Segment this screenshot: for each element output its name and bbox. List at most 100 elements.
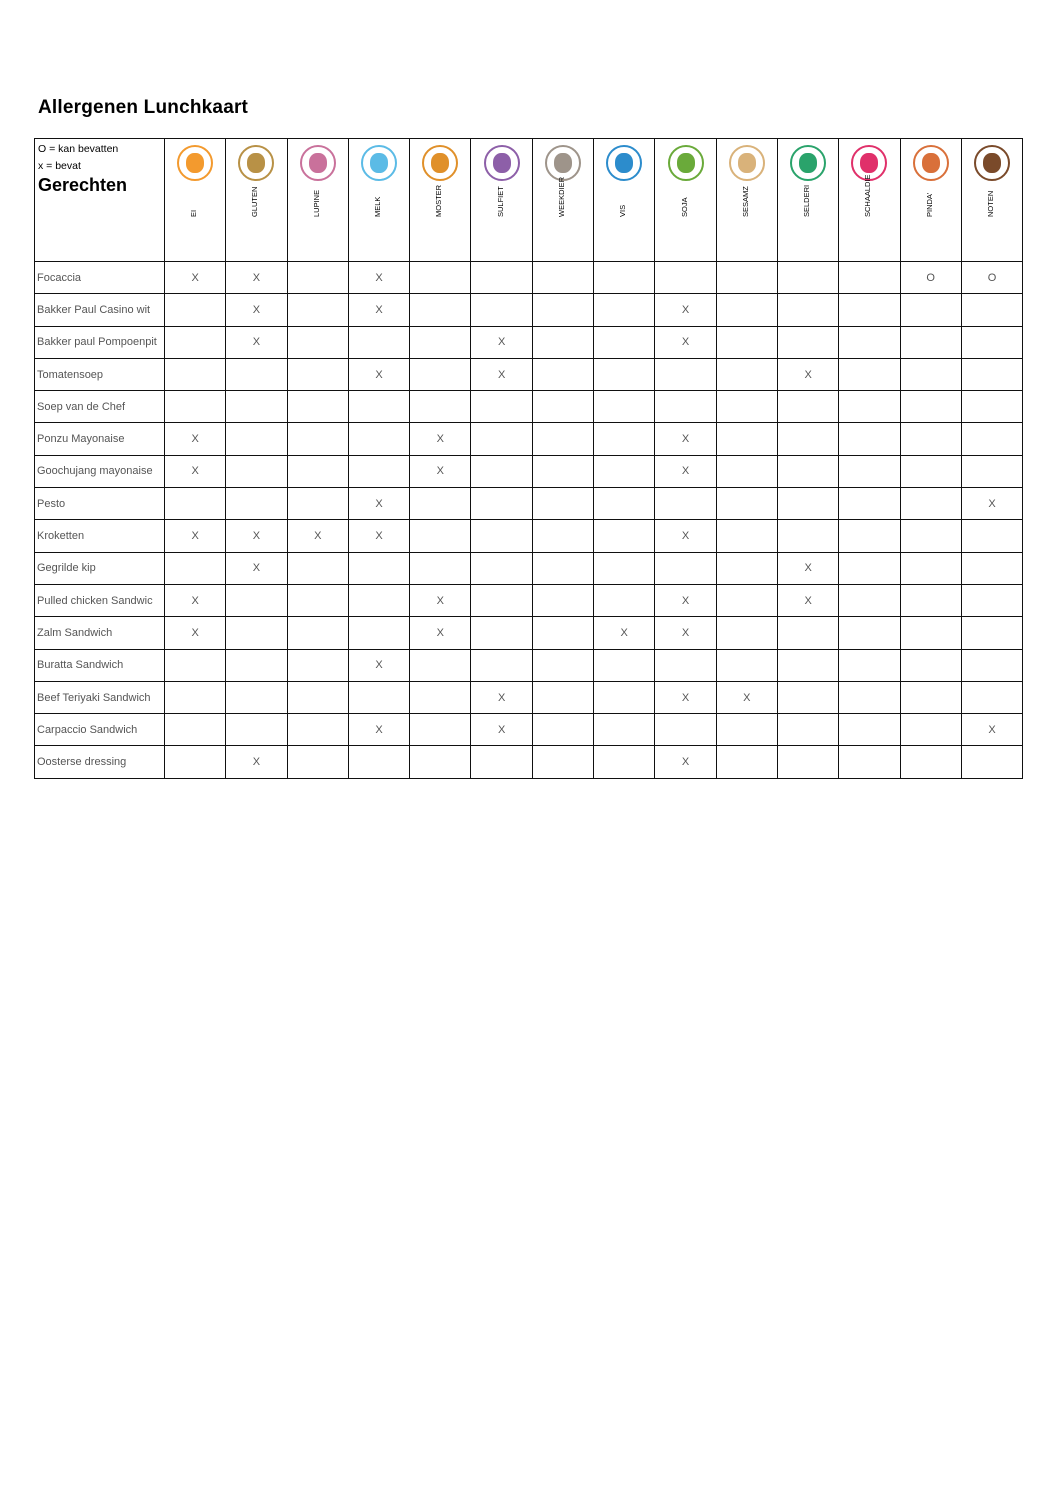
allergen-header-soja: SOJA [654,138,717,262]
allergen-mark [838,519,901,553]
allergen-mark [715,713,778,747]
allergen-mark [593,551,656,585]
allergen-mark [654,648,717,682]
allergen-label: SULFIET [495,186,505,217]
allergen-mark [163,357,227,392]
table-row: Bakker Paul Casino wit X X X [34,293,1024,327]
allergen-mark [225,454,288,489]
allergen-mark [286,390,349,424]
allergen-mark [776,745,840,779]
fish-icon [606,145,643,181]
allergen-mark [899,648,962,682]
allergen-mark: X [163,519,227,553]
allergen-mark [593,454,656,489]
allergen-mark [531,325,595,359]
allergen-mark [286,325,349,359]
allergen-mark: X [225,519,288,553]
allergen-mark [899,680,962,715]
allergen-mark [776,519,840,553]
peanut-icon [912,145,949,181]
allergen-mark: X [347,293,411,327]
allergen-mark [776,260,840,295]
allergen-mark: X [347,519,411,553]
allergen-mark: X [654,519,717,553]
allergen-label: SOJA [679,197,689,217]
allergen-mark [531,648,595,682]
allergen-header-noten: NOTEN [960,138,1024,262]
allergen-mark [347,680,411,715]
allergen-mark [225,422,288,456]
allergen-mark: X [409,583,472,618]
allergen-mark [715,260,778,295]
allergen-mark [960,648,1024,682]
allergen-mark [776,487,840,521]
table-row: Gegrilde kip X X [34,551,1024,585]
allergen-mark [838,551,901,585]
allergen-mark [163,745,227,779]
allergen-label: SESAMZ [740,186,750,217]
allergen-label: MELK [373,196,383,217]
sulphite-icon [483,145,520,181]
acorn-icon [974,145,1010,181]
allergen-mark: X [654,745,717,779]
allergen-mark [593,260,656,295]
lupine-icon [299,145,336,181]
allergen-mark [470,616,533,650]
allergen-mark [470,583,533,618]
allergen-label: WEEKDIER [556,176,566,217]
allergen-mark: X [470,357,533,392]
allergen-mark [838,260,901,295]
allergen-header-pinda: PINDA' [899,138,962,262]
allergen-mark: X [776,583,840,618]
allergen-header-moster: MOSTER [409,138,472,262]
allergen-mark [531,616,595,650]
allergen-mark [776,680,840,715]
allergen-mark [286,422,349,456]
allergen-mark: X [163,583,227,618]
allergen-mark [838,390,901,424]
allergen-mark [225,648,288,682]
allergen-mark [715,357,778,392]
allergen-mark [715,648,778,682]
allergen-mark [593,583,656,618]
allergen-mark [286,454,349,489]
allergen-mark [531,583,595,618]
dish-name: Bakker paul Pompoenpit [34,325,165,359]
allergen-mark [654,390,717,424]
allergen-mark [838,357,901,392]
allergen-mark [470,260,533,295]
dish-name: Beef Teriyaki Sandwich [34,680,165,715]
allergen-mark [531,357,595,392]
allergen-mark [286,648,349,682]
allergen-mark [163,293,227,327]
allergen-label: SCHAALDIE [863,174,873,217]
allergen-mark [960,325,1024,359]
allergen-mark [347,616,411,650]
allergen-mark: X [776,357,840,392]
allergen-header-selderi: SELDERI [776,138,840,262]
allergen-mark [838,713,901,747]
allergen-mark [225,487,288,521]
allergen-label: MOSTER [434,184,444,217]
allergen-mark: X [225,325,288,359]
table-row: Goochujang mayonaise X X X [34,454,1024,489]
dish-name: Focaccia [34,260,165,295]
legend-contains: x = bevat [38,160,81,172]
dish-name: Oosterse dressing [34,745,165,779]
dish-name: Bakker Paul Casino wit [34,293,165,327]
allergen-mark [531,454,595,489]
allergen-mark [960,583,1024,618]
allergen-mark [899,519,962,553]
allergen-mark: X [225,745,288,779]
allergen-mark [838,325,901,359]
allergen-mark [654,260,717,295]
allergen-mark [409,293,472,327]
allergen-mark [470,293,533,327]
allergen-mark [531,487,595,521]
allergen-mark [838,745,901,779]
allergen-mark [654,357,717,392]
allergen-header-sesamz: SESAMZ [715,138,778,262]
allergen-mark [776,616,840,650]
allergen-mark [715,454,778,489]
allergen-mark [715,487,778,521]
